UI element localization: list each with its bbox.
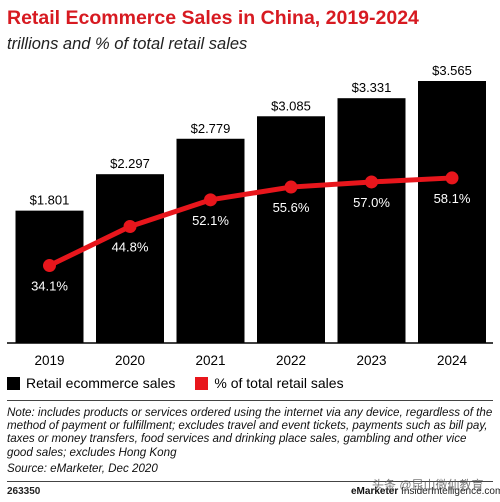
tick-label-2023: 2023 bbox=[356, 353, 386, 368]
bar-label-2022: $3.085 bbox=[271, 98, 311, 113]
legend-label-bar: Retail ecommerce sales bbox=[26, 375, 176, 391]
pct-label-2022: 55.6% bbox=[273, 200, 310, 215]
chart-title: Retail Ecommerce Sales in China, 2019-20… bbox=[7, 7, 419, 29]
legend-item-line: % of total retail sales bbox=[195, 375, 344, 391]
pct-line bbox=[47, 175, 455, 269]
pct-label-2019: 34.1% bbox=[31, 279, 68, 294]
bar-2024 bbox=[418, 81, 486, 343]
bar-label-2020: $2.297 bbox=[110, 156, 150, 171]
bar-label-2024: $3.565 bbox=[432, 63, 472, 78]
bar-label-2023: $3.331 bbox=[352, 80, 392, 95]
pct-point-2021 bbox=[204, 193, 217, 207]
watermark: 头条 @昆山微仙教育 bbox=[372, 478, 484, 492]
tick-label-2021: 2021 bbox=[195, 353, 225, 368]
brand-site: InsiderIntelligence.com bbox=[401, 486, 500, 497]
legend-swatch-line bbox=[195, 376, 209, 390]
divider-bottom bbox=[7, 481, 493, 482]
bar-label-2021: $2.779 bbox=[191, 121, 231, 136]
tick-label-2024: 2024 bbox=[437, 353, 468, 368]
legend-item-bar: Retail ecommerce sales bbox=[7, 375, 175, 391]
legend-label-line: % of total retail sales bbox=[214, 375, 344, 391]
bar-2022 bbox=[257, 116, 325, 343]
chart-source: Source: eMarketer, Dec 2020 bbox=[7, 462, 158, 475]
pct-label-2020: 44.8% bbox=[112, 239, 149, 254]
bar-2019 bbox=[15, 210, 84, 343]
brand-footer: eMarketer InsiderIntelligence.com bbox=[351, 486, 500, 497]
chart-svg: $1.801 2019 $2.297 2020 $2.779 2021 $3.085 2022… bbox=[7, 63, 493, 368]
pct-point-2023 bbox=[365, 175, 378, 189]
bar-2023 bbox=[337, 98, 406, 343]
legend: Retail ecommerce sales % of total retail… bbox=[7, 375, 364, 391]
divider-top bbox=[7, 400, 493, 401]
tick-label-2019: 2019 bbox=[34, 353, 64, 368]
bar-label-2019: $1.801 bbox=[30, 193, 70, 208]
chart-subtitle: trillions and % of total retail sales bbox=[7, 35, 248, 53]
pct-point-2019 bbox=[43, 259, 56, 273]
pct-label-2023: 57.0% bbox=[353, 195, 390, 210]
tick-label-2020: 2020 bbox=[115, 353, 145, 368]
chart-id: 263350 bbox=[7, 486, 41, 497]
pct-point-2024 bbox=[445, 171, 459, 185]
pct-point-2020 bbox=[123, 219, 137, 233]
tick-label-2022: 2022 bbox=[276, 353, 306, 368]
pct-point-2022 bbox=[284, 180, 298, 194]
brand-name: eMarketer bbox=[351, 486, 399, 497]
bar-2020 bbox=[96, 174, 164, 343]
bar-2021 bbox=[176, 138, 245, 343]
pct-label-2024: 58.1% bbox=[434, 191, 471, 206]
legend-swatch-bar bbox=[7, 376, 20, 390]
pct-label-2021: 52.1% bbox=[192, 213, 229, 228]
chart-note: Note: includes products or services orde… bbox=[7, 406, 493, 459]
